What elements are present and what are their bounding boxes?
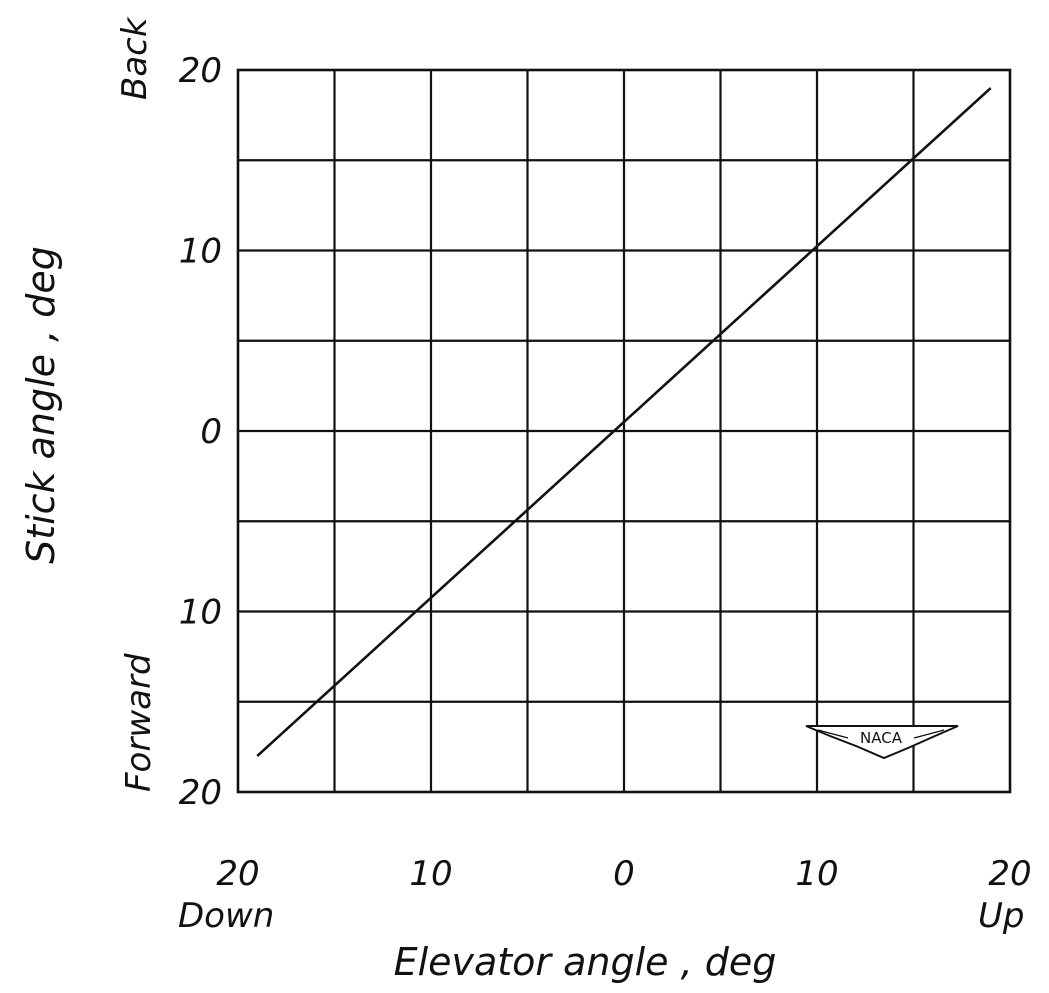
y-tick-label: 20 — [179, 51, 222, 91]
x-direction-label-up: Up — [978, 896, 1024, 936]
x-tick-label: 10 — [795, 854, 838, 894]
x-tick-label: 0 — [613, 854, 635, 894]
grid-lines — [238, 70, 1010, 792]
series-line-1 — [256, 87, 992, 757]
y-tick-label: 10 — [179, 232, 222, 272]
y-tick-labels: 20 10 0 10 20 — [179, 51, 222, 813]
x-direction-label-down: Down — [178, 896, 274, 936]
x-tick-label: 10 — [409, 854, 452, 894]
series-layer — [256, 87, 992, 757]
x-tick-labels: 20 10 0 10 20 — [216, 854, 1031, 894]
y-direction-label-forward: Forward — [119, 653, 159, 792]
y-tick-label: 0 — [200, 412, 222, 452]
x-axis-title: Elevator angle , deg — [394, 940, 777, 984]
x-tick-label: 20 — [988, 854, 1031, 894]
naca-logo-text: NACA — [860, 729, 903, 747]
y-direction-label-back: Back — [115, 16, 155, 100]
y-tick-label: 20 — [179, 773, 222, 813]
naca-wing-logo: NACA — [805, 725, 959, 760]
plot-frame — [236, 68, 1012, 794]
x-tick-label: 20 — [216, 854, 259, 894]
y-axis-title: Stick angle , deg — [19, 246, 63, 564]
y-tick-label: 10 — [179, 593, 222, 633]
